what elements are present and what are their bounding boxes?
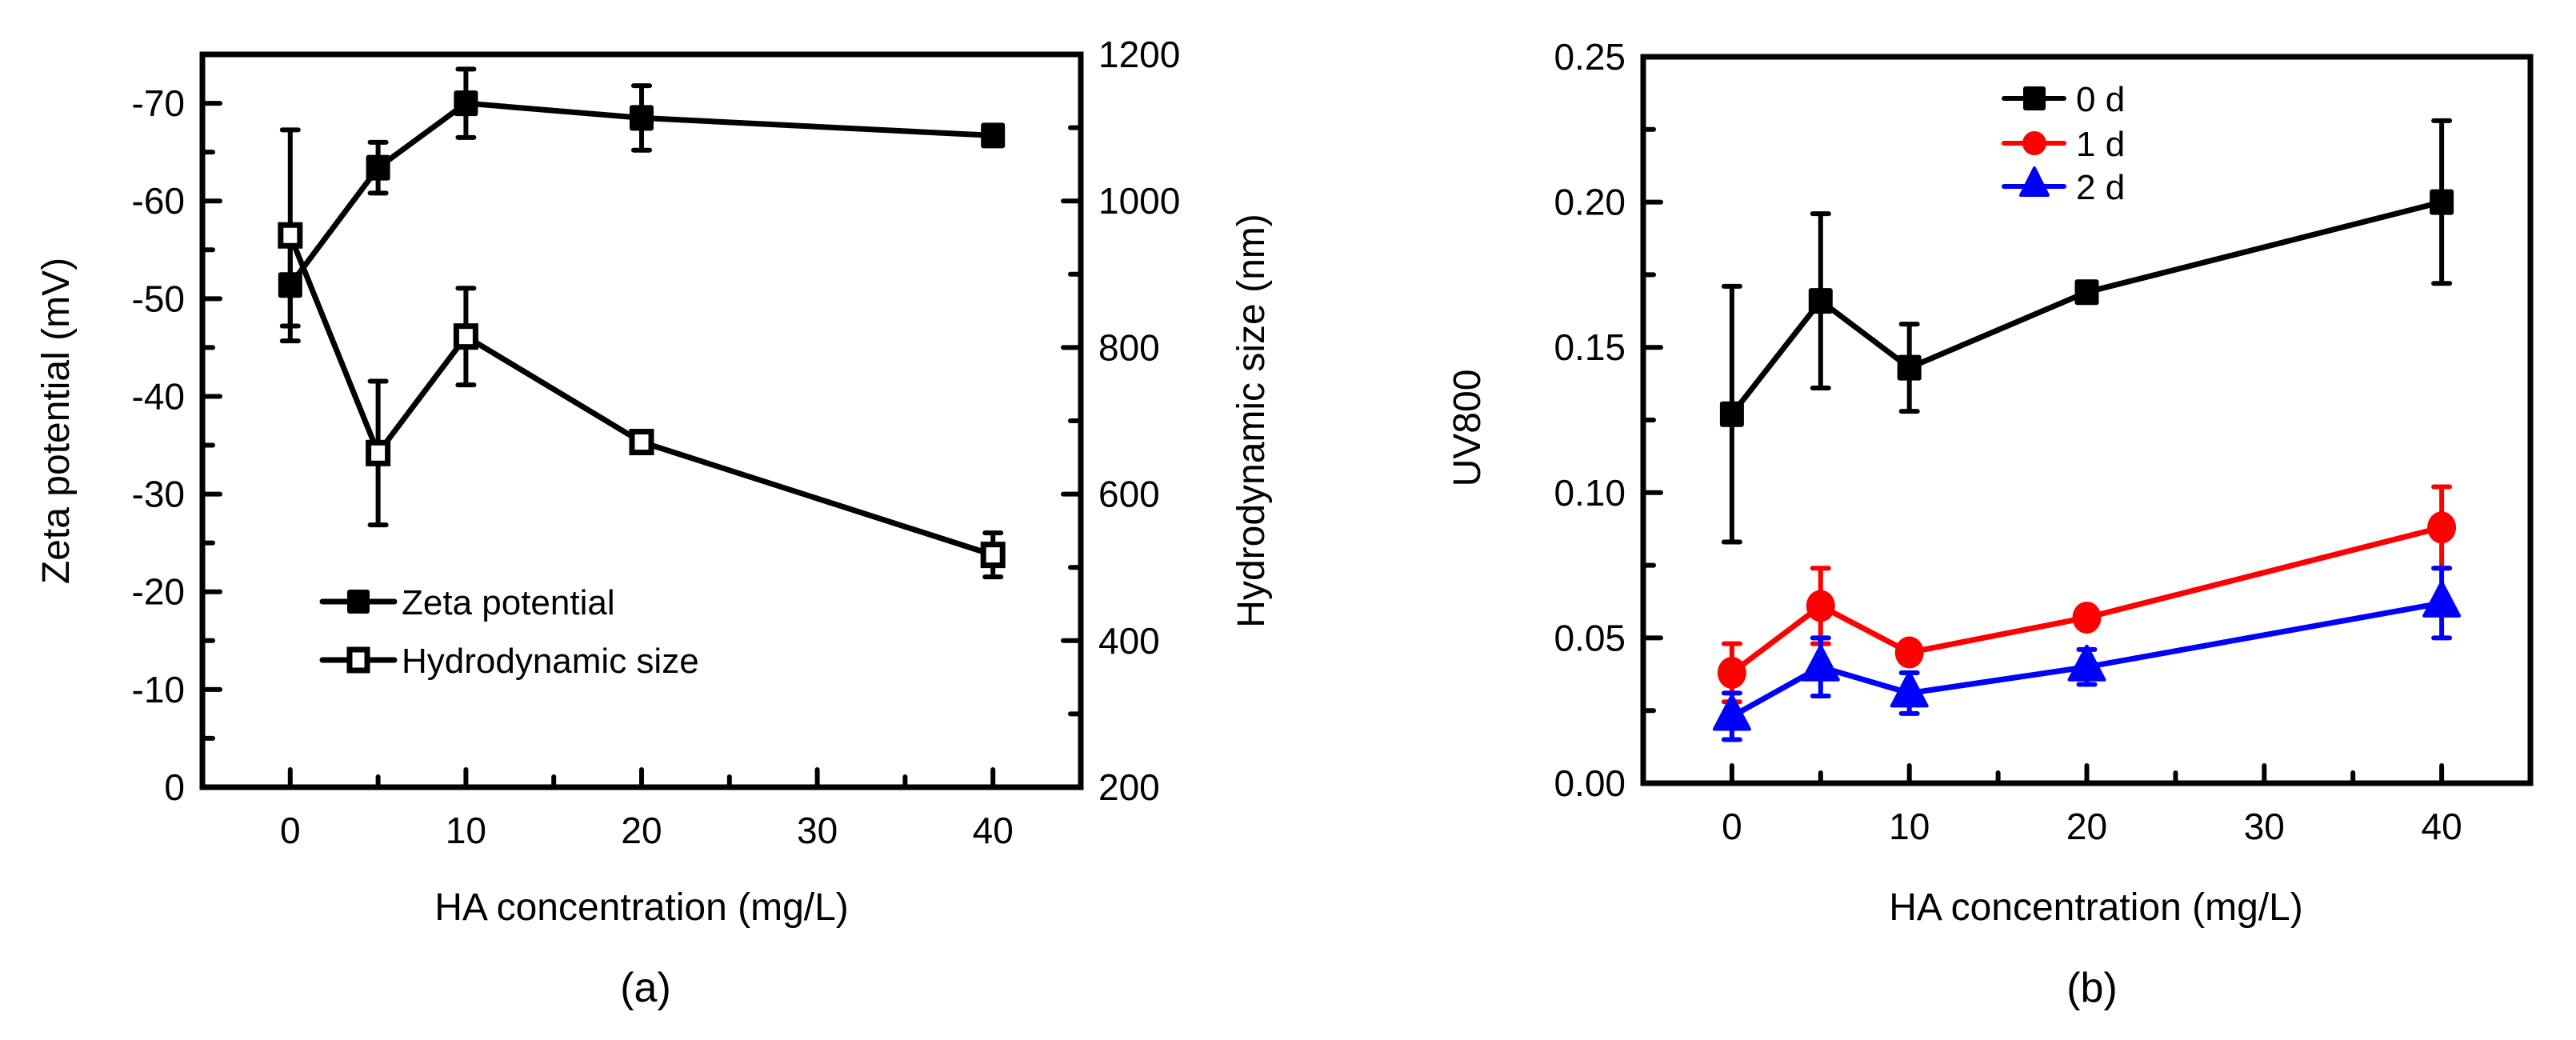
- data-point: [1808, 288, 1833, 314]
- data-point: [1801, 644, 1840, 682]
- y-tick-label: -40: [132, 375, 185, 417]
- legend-item-1d: 1 d: [2002, 125, 2125, 164]
- panel-b-legend: 0 d 1 d 2 d: [2002, 80, 2125, 207]
- y-right-tick-label: 200: [1098, 766, 1160, 808]
- data-point: [1894, 636, 1924, 669]
- legend-marker-square: [2023, 86, 2046, 110]
- x-tick-label: 10: [446, 810, 486, 851]
- data-point: [1806, 590, 1835, 622]
- y-tick-label: -60: [132, 180, 185, 222]
- panel-b-y-axis-title: UV800: [1446, 370, 1489, 487]
- legend-item-zeta-potential: Zeta potential: [319, 583, 615, 622]
- x-tick-label: 0: [280, 810, 301, 851]
- data-point: [980, 542, 1006, 569]
- data-point: [1897, 354, 1922, 381]
- data-point: [1890, 670, 1929, 708]
- legend-label: 0 d: [2076, 80, 2125, 119]
- legend-label: Zeta potential: [402, 583, 615, 622]
- data-point: [1712, 694, 1751, 731]
- legend-label: 1 d: [2076, 125, 2125, 164]
- series-hydrodynamic-size: [278, 127, 1006, 580]
- x-tick-label: 20: [621, 810, 662, 851]
- y-tick-label: 0.20: [1554, 182, 1626, 223]
- x-tick-label: 30: [2244, 806, 2285, 847]
- data-point: [366, 439, 391, 466]
- data-point: [278, 222, 303, 249]
- panel-a-x-axis-title: HA concentration (mg/L): [434, 886, 849, 929]
- panel-a-legend: Zeta potential Hydrodynamic size: [319, 583, 699, 681]
- series-line: [1730, 199, 2442, 416]
- legend-marker-circle: [2022, 131, 2046, 155]
- y-right-tick-label: 600: [1098, 474, 1160, 515]
- data-point: [630, 105, 654, 131]
- series-zeta-potential: [278, 66, 1006, 329]
- x-tick-label: 20: [2066, 806, 2107, 847]
- y-tick-label: 0.10: [1554, 472, 1626, 514]
- panel-b-ticks: 0 10 20 30 40 0.00 0.05 0.10 0.15 0.20 0.25: [1554, 36, 2462, 847]
- x-tick-label: 40: [2422, 806, 2462, 847]
- y-tick-label: -10: [132, 669, 185, 710]
- panel-a-series-layer: [278, 66, 1006, 580]
- data-point: [2074, 279, 2099, 306]
- series-line: [287, 234, 994, 558]
- x-tick-label: 0: [1722, 806, 1742, 847]
- y-right-tick-label: 1000: [1098, 180, 1180, 222]
- y-right-tick-label: 1200: [1098, 34, 1180, 75]
- panel-a-ticks: 0 10 20 30 400-10-20-30-40-50-60-70200400600…: [132, 34, 1181, 851]
- data-point: [2072, 601, 2102, 634]
- data-point: [981, 122, 1006, 149]
- panel-a-y-axis-title: Zeta potential (mV): [35, 258, 78, 584]
- y-tick-label: 0.25: [1554, 36, 1626, 78]
- y-tick-label: 0: [164, 766, 185, 808]
- data-point: [2067, 644, 2106, 682]
- y-tick-label: 0.05: [1554, 617, 1626, 658]
- legend-marker-triangle: [2019, 166, 2050, 197]
- data-point: [1717, 656, 1746, 689]
- panel-b-series-layer: [1712, 118, 2462, 742]
- panel-b-caption: (b): [2066, 965, 2118, 1011]
- x-tick-label: 10: [1889, 806, 1930, 847]
- legend-item-2d: 2 d: [2002, 166, 2125, 207]
- panel-a-zeta-hydrodynamic: 0 10 20 30 400-10-20-30-40-50-60-70200400600…: [35, 34, 1273, 1011]
- panel-b-uv800: 0 10 20 30 40 0.00 0.05 0.10 0.15 0.20 0.25 0 d 1 …: [1446, 36, 2534, 1011]
- legend-label: Hydrodynamic size: [402, 642, 699, 681]
- panel-a-caption: (a): [620, 965, 671, 1011]
- error-bars: [279, 127, 1004, 580]
- data-point: [366, 154, 390, 181]
- legend-item-0d: 0 d: [2002, 80, 2125, 119]
- y-tick-label: -30: [132, 474, 185, 515]
- legend-item-hydrodynamic-size: Hydrodynamic size: [319, 642, 699, 681]
- y-tick-label: 0.00: [1554, 762, 1626, 804]
- legend-marker-open-square: [346, 646, 370, 674]
- y-tick-label: -50: [132, 278, 185, 319]
- x-tick-label: 40: [973, 810, 1014, 851]
- y-right-tick-label: 400: [1098, 620, 1160, 662]
- data-point: [1719, 401, 1744, 427]
- data-point: [2427, 511, 2457, 544]
- data-point: [629, 429, 654, 456]
- data-point: [2430, 189, 2454, 215]
- y-tick-label: -20: [132, 571, 185, 613]
- data-point: [2422, 580, 2462, 618]
- data-point: [454, 90, 478, 117]
- panel-a-y-right-axis-title: Hydrodynamic size (nm): [1230, 214, 1273, 627]
- y-tick-label: -70: [132, 82, 185, 124]
- series-2-d: [1712, 566, 2462, 742]
- x-tick-label: 30: [797, 810, 838, 851]
- series-0-d: [1719, 118, 2454, 545]
- panel-b-x-axis-title: HA concentration (mg/L): [1889, 886, 2303, 929]
- y-right-tick-label: 800: [1098, 326, 1160, 368]
- data-point: [453, 323, 478, 350]
- legend-label: 2 d: [2076, 168, 2125, 207]
- y-tick-label: 0.15: [1554, 326, 1626, 368]
- legend-marker-filled-square: [347, 590, 370, 614]
- series-1-d: [1717, 484, 2457, 705]
